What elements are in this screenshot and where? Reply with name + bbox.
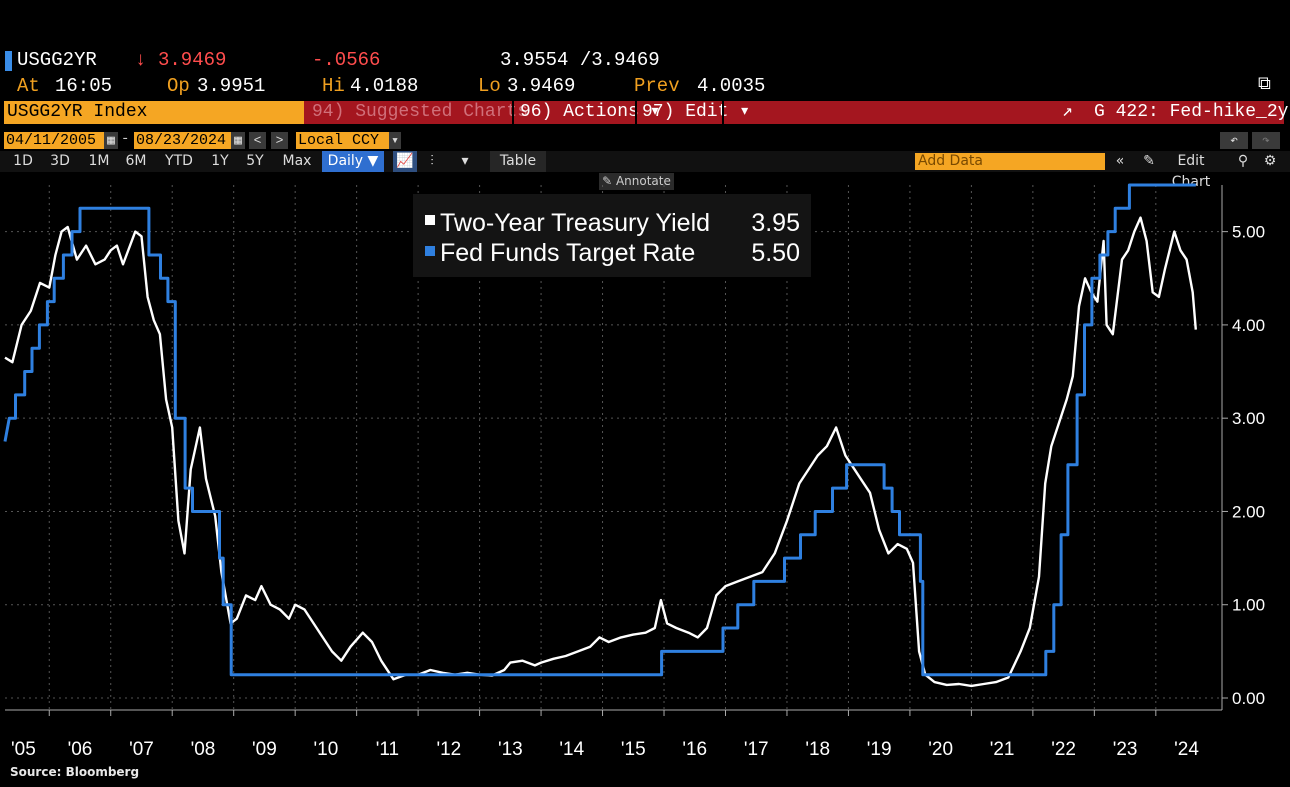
- frequency-select[interactable]: Daily ▼: [322, 151, 384, 172]
- y-tick-label: 4.00: [1232, 316, 1265, 335]
- x-tick-label: '23: [1113, 739, 1138, 760]
- time-value: 16:05: [55, 75, 113, 97]
- legend-value-yield: 3.95: [751, 209, 800, 237]
- legend-label-yield: Two-Year Treasury Yield: [440, 209, 710, 237]
- x-tick-label: '11: [376, 739, 399, 760]
- undo-icon[interactable]: ↶: [1220, 132, 1248, 149]
- x-tick-label: '17: [744, 739, 769, 760]
- period-6m[interactable]: 6M: [125, 153, 147, 169]
- end-date-field[interactable]: 08/23/2024: [134, 132, 233, 149]
- x-tick-label: '13: [498, 739, 523, 760]
- down-arrow-icon: ↓: [135, 49, 147, 71]
- period-1d[interactable]: 1D: [13, 153, 33, 169]
- period-1m[interactable]: 1M: [88, 153, 110, 169]
- y-axis: 0.00 1.00 2.00 3.00 4.00 5.00: [1221, 185, 1265, 710]
- settings-gear-icon[interactable]: ⚙: [1263, 153, 1277, 169]
- currency-dropdown-icon[interactable]: ▾: [389, 132, 401, 149]
- x-tick-label: '14: [559, 739, 584, 760]
- y-tick-label: 1.00: [1232, 596, 1265, 615]
- start-calendar-icon[interactable]: ▦: [104, 132, 118, 149]
- quote-header: USGG2YR ↓ 3.9469 -.0566 3.9554 /3.9469 A…: [0, 46, 1290, 100]
- grid: [5, 185, 1222, 710]
- high-label: Hi: [322, 75, 345, 97]
- date-range-bar: 04/11/2005 ▦ - 08/23/2024 ▦ < > Local CC…: [0, 130, 1290, 150]
- period-ytd[interactable]: YTD: [165, 153, 193, 169]
- next-period-icon[interactable]: >: [271, 132, 288, 149]
- prev-period-icon[interactable]: <: [249, 132, 266, 149]
- x-tick-label: '09: [252, 739, 277, 760]
- y-tick-label: 0.00: [1232, 689, 1265, 708]
- suggested-charts-menu[interactable]: 94) Suggested Charts: [312, 102, 529, 122]
- x-tick-label: '15: [621, 739, 646, 760]
- end-calendar-icon[interactable]: ▦: [231, 132, 245, 149]
- period-5y[interactable]: 5Y: [246, 153, 264, 169]
- x-tick-label: '19: [867, 739, 892, 760]
- x-tick-label: '05: [11, 739, 36, 760]
- ticker-marker: [5, 51, 12, 71]
- function-bar: USGG2YR Index 94) Suggested Charts 96) A…: [4, 101, 1288, 124]
- legend-box: [413, 194, 811, 277]
- x-tick-label: '21: [990, 739, 1015, 760]
- legend-value-fedfunds: 5.50: [751, 239, 800, 267]
- x-tick-label: '06: [68, 739, 93, 760]
- x-tick-label: '18: [805, 739, 830, 760]
- x-tick-label: '08: [191, 739, 216, 760]
- prev-value: 4.0035: [697, 75, 766, 97]
- bid-ask: 3.9554 /3.9469: [500, 49, 660, 71]
- x-tick-label: '16: [682, 739, 707, 760]
- period-max[interactable]: Max: [282, 153, 312, 169]
- chart-type-dropdown-icon[interactable]: ▾: [461, 153, 469, 169]
- open-value: 3.9951: [197, 75, 266, 97]
- period-bar: 1D 3D 1M 6M YTD 1Y 5Y Max Daily ▼ 📈 ⫶ ▾ …: [0, 151, 1290, 190]
- y-tick-label: 2.00: [1232, 502, 1265, 521]
- series-line-fed-funds: [3, 183, 1196, 677]
- y-tick-label: 3.00: [1232, 409, 1265, 428]
- annotate-button[interactable]: ✎ Annotate: [599, 173, 674, 190]
- bar-style-icon[interactable]: ⫶: [430, 153, 434, 169]
- series-line-treasury-yield: [4, 216, 1197, 688]
- x-axis: '05 '06 '07 '08 '09 '10 '11 '12 '13 '14 '15 '16 '17 '…: [5, 709, 1222, 760]
- period-3d[interactable]: 3D: [50, 153, 70, 169]
- net-change: -.0566: [312, 49, 381, 71]
- legend-label-fedfunds: Fed Funds Target Rate: [440, 239, 695, 267]
- line-chart-icon[interactable]: 📈: [393, 151, 417, 172]
- start-date-field[interactable]: 04/11/2005: [4, 132, 104, 149]
- x-tick-label: '22: [1051, 739, 1076, 760]
- low-value: 3.9469: [507, 75, 576, 97]
- last-price: 3.9469: [158, 49, 227, 71]
- actions-menu[interactable]: 96) Actions ▾: [520, 102, 661, 122]
- annotate-label: Annotate: [615, 174, 671, 188]
- security-name[interactable]: USGG2YR Index: [4, 101, 304, 124]
- low-label: Lo: [478, 75, 501, 97]
- open-label: Op: [167, 75, 190, 97]
- time-label: At: [17, 75, 40, 97]
- legend: Two-Year Treasury Yield 3.95 Fed Funds T…: [413, 194, 811, 277]
- collapse-icon[interactable]: «: [1115, 153, 1125, 169]
- chart-id[interactable]: G 422: Fed-hike_2y: [1094, 102, 1289, 122]
- edit-pencil-icon[interactable]: ✎: [1143, 153, 1155, 169]
- prev-label: Prev: [634, 75, 680, 97]
- y-tick-label: 5.00: [1232, 223, 1265, 242]
- add-data-input[interactable]: Add Data: [915, 153, 1105, 170]
- currency-select[interactable]: Local CCY: [296, 132, 390, 149]
- x-tick-label: '10: [314, 739, 339, 760]
- date-dash: -: [121, 131, 130, 147]
- x-tick-label: '12: [436, 739, 461, 760]
- x-tick-label: '24: [1174, 739, 1199, 760]
- x-tick-label: '07: [129, 739, 154, 760]
- series-lines: [3, 183, 1197, 688]
- period-1y[interactable]: 1Y: [211, 153, 229, 169]
- redo-icon[interactable]: ↷: [1252, 132, 1280, 149]
- legend-swatch-yield: [425, 215, 435, 225]
- legend-swatch-fedfunds: [425, 246, 435, 256]
- high-value: 4.0188: [350, 75, 419, 97]
- table-button[interactable]: Table: [490, 151, 546, 172]
- launch-icon[interactable]: ↗: [1062, 102, 1073, 122]
- source-note: Source: Bloomberg: [10, 765, 140, 779]
- ruler-icon[interactable]: ⚲: [1237, 153, 1249, 169]
- popout-icon[interactable]: ⧉: [1258, 75, 1271, 95]
- ticker-symbol[interactable]: USGG2YR: [17, 49, 97, 71]
- x-tick-label: '20: [928, 739, 953, 760]
